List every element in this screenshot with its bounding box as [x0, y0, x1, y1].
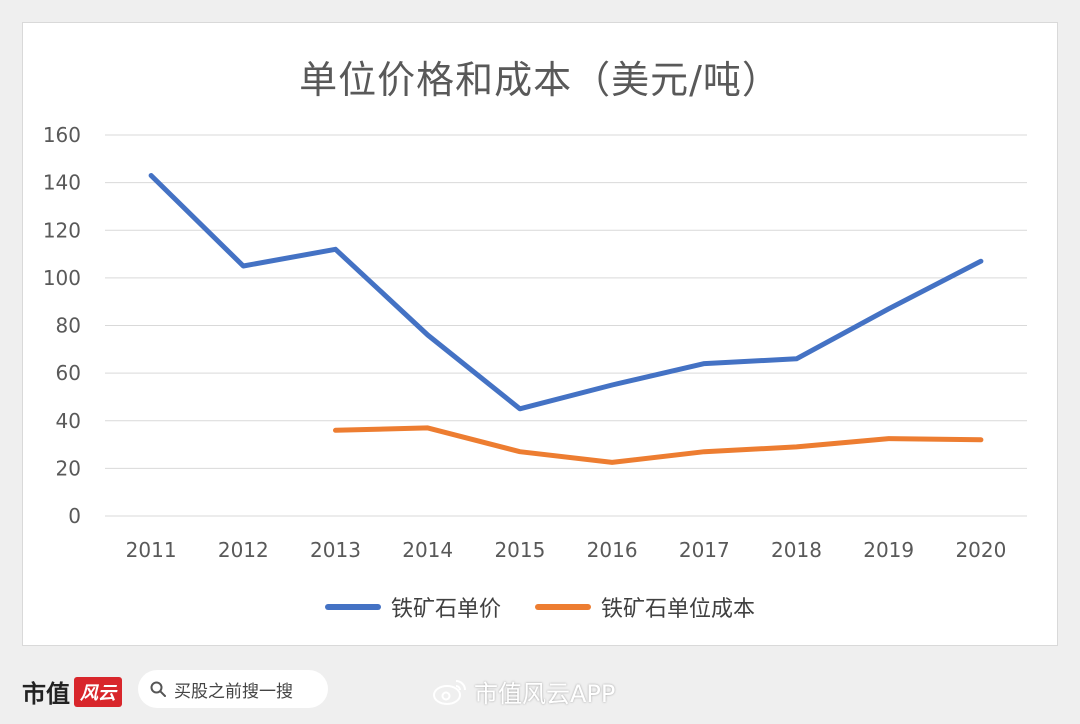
search-box[interactable]: 买股之前搜一搜 — [138, 670, 328, 708]
chart-title: 单位价格和成本（美元/吨） — [299, 58, 781, 102]
series-line-0 — [148, 173, 984, 412]
brand-logo: 市值 风云 — [22, 674, 122, 709]
x-tick-label: 2015 — [494, 538, 545, 562]
search-icon — [150, 681, 166, 697]
y-tick-label: 40 — [56, 409, 81, 433]
weibo-account: 市值风云APP — [474, 680, 616, 708]
weibo-watermark: 市值风云APP — [432, 674, 615, 709]
x-tick-label: 2017 — [679, 538, 730, 562]
y-tick-label: 100 — [43, 266, 81, 290]
legend-swatch-price — [324, 604, 381, 610]
y-tick-label: 60 — [56, 361, 81, 385]
chart-plot: 0 20 40 60 80 100 120 140 160 2011 2012 2013 2014 201… — [43, 123, 1027, 562]
y-tick-label: 140 — [43, 171, 81, 195]
y-tick-label: 0 — [68, 504, 81, 528]
legend-item-cost: 铁矿石单位成本 — [535, 591, 755, 623]
x-tick-label: 2016 — [587, 538, 638, 562]
x-tick-label: 2012 — [218, 538, 269, 562]
x-tick-label: 2020 — [955, 538, 1006, 562]
legend-item-price: 铁矿石单价 — [324, 591, 501, 623]
y-tick-label: 80 — [56, 314, 81, 338]
x-tick-label: 2011 — [126, 538, 177, 562]
x-tick-label: 2019 — [863, 538, 914, 562]
legend-label-price: 铁矿石单价 — [390, 597, 501, 622]
series-line-1 — [333, 425, 984, 465]
y-tick-label: 20 — [56, 456, 81, 480]
search-placeholder: 买股之前搜一搜 — [174, 681, 293, 702]
y-tick-label: 160 — [43, 123, 81, 147]
legend-label-cost: 铁矿石单位成本 — [601, 597, 756, 622]
footer: 市值 风云 买股之前搜一搜 市值风云APP — [0, 656, 1080, 724]
legend-swatch-cost — [535, 604, 591, 610]
x-tick-label: 2014 — [402, 538, 453, 562]
legend: 铁矿石单价 铁矿石单位成本 — [23, 591, 1057, 623]
brand-mark: 风云 — [74, 676, 122, 707]
y-tick-label: 120 — [43, 218, 81, 242]
x-tick-label: 2013 — [310, 538, 361, 562]
x-tick-label: 2018 — [771, 538, 822, 562]
brand-text: 市值 — [22, 680, 70, 708]
chart-card: 单位价格和成本（美元/吨） 0 20 40 60 80 100 120 140 160 2011 2… — [22, 22, 1058, 646]
weibo-icon — [433, 679, 466, 705]
